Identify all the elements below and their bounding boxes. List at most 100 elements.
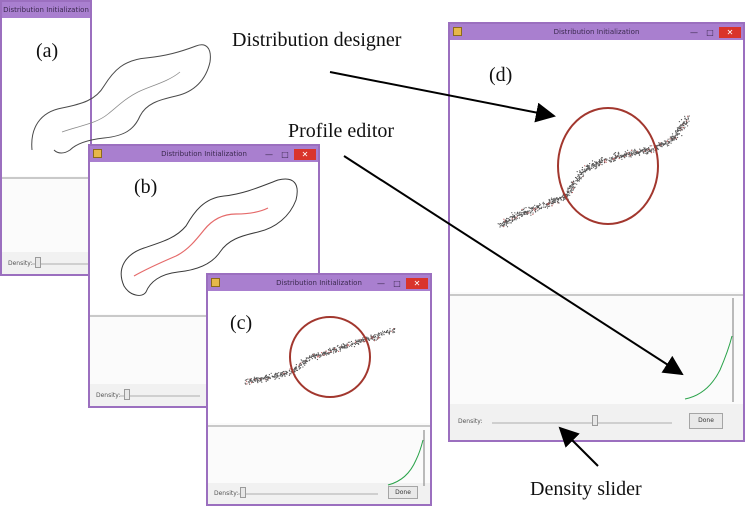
point-cloud-dot	[253, 379, 255, 381]
point-cloud-dot	[330, 350, 332, 352]
point-cloud-dot	[521, 215, 523, 217]
point-cloud-dot	[661, 143, 663, 146]
point-cloud-dot	[576, 183, 578, 185]
point-cloud-dot	[591, 167, 593, 169]
density-slider-track[interactable]	[32, 263, 92, 265]
profile-editor[interactable]	[2, 182, 90, 254]
point-cloud-dot	[592, 166, 595, 168]
point-cloud-dot	[630, 149, 633, 151]
point-cloud-dot	[644, 147, 646, 149]
point-cloud-dot	[371, 337, 373, 340]
window-title: Distribution Initialization	[276, 279, 362, 287]
point-cloud-dot	[681, 128, 683, 130]
point-cloud-dot	[515, 213, 517, 215]
point-cloud-dot	[389, 330, 391, 332]
title-bar[interactable]: Distribution Initialization — □ ✕	[208, 275, 430, 291]
point-cloud-dot	[551, 200, 553, 202]
point-cloud-dot	[300, 367, 302, 369]
point-cloud-dot	[359, 338, 361, 340]
point-cloud-dot	[561, 196, 564, 198]
title-bar[interactable]: Distribution Initialization — □ ✕	[450, 24, 743, 40]
point-cloud-dot	[683, 122, 685, 124]
point-cloud-dot	[569, 190, 571, 192]
point-cloud-dot	[282, 374, 284, 376]
distribution-designer-canvas[interactable]	[2, 18, 90, 176]
point-cloud-dot	[280, 373, 282, 375]
point-cloud-dot	[362, 339, 364, 341]
point-cloud-dot	[613, 153, 615, 155]
close-icon[interactable]: ✕	[406, 277, 428, 289]
density-slider-thumb[interactable]	[592, 415, 598, 426]
density-slider-track[interactable]	[238, 493, 378, 495]
point-cloud-dot	[614, 152, 617, 154]
density-slider-thumb[interactable]	[35, 257, 41, 268]
point-cloud-dot	[684, 115, 686, 117]
point-cloud-dot	[527, 212, 529, 214]
point-cloud-dot	[339, 346, 341, 348]
maximize-icon[interactable]: □	[393, 278, 401, 288]
close-icon[interactable]: ✕	[294, 148, 316, 160]
point-cloud-dot	[510, 216, 512, 218]
point-cloud-dot	[669, 136, 672, 138]
window-d: Distribution Initialization — □ ✕ Densit…	[448, 22, 745, 442]
point-cloud-dot	[681, 124, 683, 126]
title-bar[interactable]: Distribution Initialization — □ ✕	[90, 146, 318, 162]
close-icon[interactable]: ✕	[719, 26, 741, 38]
point-cloud-dot	[504, 221, 506, 223]
point-cloud-dot	[373, 335, 375, 337]
point-cloud-dot	[276, 376, 278, 378]
point-cloud-dot	[264, 378, 266, 380]
point-cloud-dot	[662, 144, 665, 146]
point-cloud-dot	[373, 340, 376, 342]
point-cloud-dot	[245, 380, 248, 382]
done-button[interactable]: Done	[689, 413, 723, 429]
distribution-designer-canvas[interactable]	[208, 291, 430, 423]
point-cloud-dot	[649, 149, 651, 151]
point-cloud-dot	[511, 220, 514, 222]
point-cloud-dot	[345, 345, 348, 347]
point-cloud-dot	[658, 143, 661, 145]
point-cloud-dot	[627, 153, 630, 155]
point-cloud-dot	[299, 362, 301, 364]
point-cloud-dot	[592, 163, 594, 165]
point-cloud-dot	[639, 151, 641, 153]
point-cloud-dot	[383, 332, 385, 334]
minimize-icon[interactable]: —	[690, 27, 698, 37]
point-cloud-dot	[284, 374, 286, 376]
point-cloud-dot	[503, 218, 505, 220]
point-cloud-dot	[273, 376, 275, 378]
density-slider-thumb[interactable]	[124, 389, 130, 400]
point-cloud-dot	[546, 207, 549, 209]
point-cloud-dot	[348, 345, 350, 347]
point-cloud-dot	[504, 220, 506, 222]
point-cloud-dot	[682, 122, 684, 125]
point-cloud-dot	[501, 223, 504, 225]
minimize-icon[interactable]: —	[377, 278, 385, 288]
maximize-icon[interactable]: □	[706, 27, 714, 37]
point-cloud-dot	[274, 374, 276, 376]
density-slider-track[interactable]	[492, 422, 672, 424]
point-cloud-dot	[514, 218, 516, 220]
profile-editor[interactable]	[208, 429, 430, 485]
point-cloud-dot	[679, 125, 681, 127]
point-cloud-dot	[301, 360, 303, 362]
point-cloud-dot	[352, 342, 354, 344]
divider	[2, 177, 90, 179]
minimize-icon[interactable]: —	[265, 149, 273, 159]
title-bar[interactable]: Distribution Initialization	[2, 2, 90, 18]
density-slider-thumb[interactable]	[240, 487, 246, 498]
done-button[interactable]: Done	[388, 486, 418, 499]
point-cloud-dot	[271, 375, 273, 377]
point-cloud-dot	[256, 380, 258, 383]
point-cloud-dot	[505, 221, 507, 223]
point-cloud-dot	[503, 224, 505, 226]
profile-editor[interactable]	[450, 298, 743, 404]
point-cloud-dot	[619, 155, 621, 157]
point-cloud-dot	[584, 169, 587, 171]
density-slider-track[interactable]	[120, 395, 200, 397]
maximize-icon[interactable]: □	[281, 149, 289, 159]
point-cloud-dot	[283, 372, 285, 374]
point-cloud-dot	[600, 161, 602, 163]
distribution-designer-canvas[interactable]	[450, 40, 743, 292]
point-cloud-dot	[518, 217, 521, 219]
